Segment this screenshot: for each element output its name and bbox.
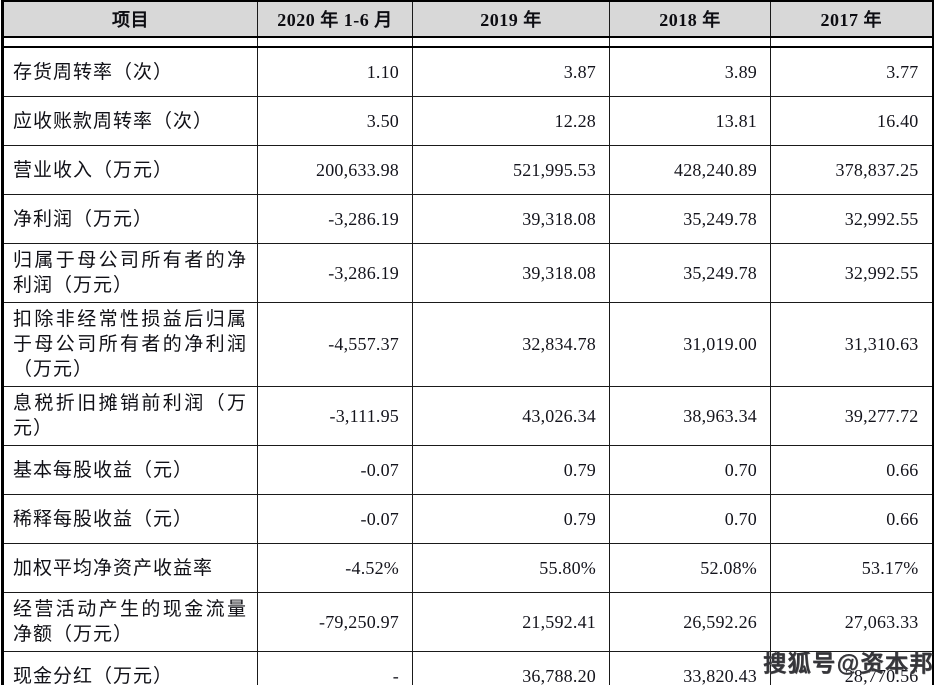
cell-value: - <box>257 651 413 685</box>
table-row: 应收账款周转率（次） 3.50 12.28 13.81 16.40 <box>2 96 933 146</box>
cell-value: 27,063.33 <box>770 592 933 652</box>
table-row: 扣除非经常性损益后归属于母公司所有者的净利润（万元） -4,557.37 32,… <box>2 302 933 387</box>
sliver-cell <box>257 37 413 48</box>
table-row: 经营活动产生的现金流量净额（万元） -79,250.97 21,592.41 2… <box>2 592 933 652</box>
cell-value: 55.80% <box>412 543 610 593</box>
cell-value: 21,592.41 <box>412 592 610 652</box>
cell-value: 13.81 <box>609 96 771 146</box>
table-row: 现金分红（万元） - 36,788.20 33,820.43 28,770.56 <box>2 651 933 685</box>
sliver-cell <box>2 37 258 48</box>
cell-value: 35,249.78 <box>609 194 771 244</box>
cell-value: 0.66 <box>770 494 933 544</box>
cell-value: 3.77 <box>770 46 933 97</box>
cell-value: 53.17% <box>770 543 933 593</box>
column-header-2018: 2018 年 <box>609 0 771 38</box>
cell-value: 43,026.34 <box>412 386 610 446</box>
table-row: 营业收入（万元） 200,633.98 521,995.53 428,240.8… <box>2 145 933 195</box>
cell-value: -0.07 <box>257 445 413 495</box>
cell-value: 0.70 <box>609 445 771 495</box>
cell-value: 52.08% <box>609 543 771 593</box>
cell-value: 16.40 <box>770 96 933 146</box>
cell-value: 428,240.89 <box>609 145 771 195</box>
cell-value: 521,995.53 <box>412 145 610 195</box>
cell-value: 12.28 <box>412 96 610 146</box>
cell-value: -0.07 <box>257 494 413 544</box>
table-row: 存货周转率（次） 1.10 3.87 3.89 3.77 <box>2 46 933 97</box>
cell-value: -3,286.19 <box>257 194 413 244</box>
row-label: 存货周转率（次） <box>2 46 258 97</box>
row-label: 基本每股收益（元） <box>2 445 258 495</box>
row-label: 稀释每股收益（元） <box>2 494 258 544</box>
cell-value: -4.52% <box>257 543 413 593</box>
cell-value: 32,992.55 <box>770 243 933 303</box>
sliver-cell <box>770 37 933 48</box>
cell-value: 32,834.78 <box>412 302 610 387</box>
table-row: 加权平均净资产收益率 -4.52% 55.80% 52.08% 53.17% <box>2 543 933 593</box>
row-label: 现金分红（万元） <box>2 651 258 685</box>
table-header-row: 项目 2020 年 1-6 月 2019 年 2018 年 2017 年 <box>2 0 933 38</box>
cell-value: 0.79 <box>412 445 610 495</box>
row-label: 加权平均净资产收益率 <box>2 543 258 593</box>
column-header-item: 项目 <box>2 0 258 38</box>
cell-value: -4,557.37 <box>257 302 413 387</box>
cell-value: 39,318.08 <box>412 243 610 303</box>
cell-value: 36,788.20 <box>412 651 610 685</box>
column-header-2017: 2017 年 <box>770 0 933 38</box>
cell-value: 35,249.78 <box>609 243 771 303</box>
cell-value: 28,770.56 <box>770 651 933 685</box>
column-header-2020h1: 2020 年 1-6 月 <box>257 0 413 38</box>
cell-value: 200,633.98 <box>257 145 413 195</box>
row-label: 净利润（万元） <box>2 194 258 244</box>
row-label: 扣除非经常性损益后归属于母公司所有者的净利润（万元） <box>2 302 258 387</box>
cell-value: 39,318.08 <box>412 194 610 244</box>
cell-value: 3.87 <box>412 46 610 97</box>
cell-value: 33,820.43 <box>609 651 771 685</box>
table-header: 项目 2020 年 1-6 月 2019 年 2018 年 2017 年 <box>2 0 933 38</box>
cell-value: 39,277.72 <box>770 386 933 446</box>
cell-value: 0.79 <box>412 494 610 544</box>
row-label: 营业收入（万元） <box>2 145 258 195</box>
cell-value: 26,592.26 <box>609 592 771 652</box>
cell-value: 3.89 <box>609 46 771 97</box>
cell-value: 1.10 <box>257 46 413 97</box>
sliver-cell <box>609 37 771 48</box>
table-row: 息税折旧摊销前利润（万元） -3,111.95 43,026.34 38,963… <box>2 386 933 446</box>
row-label: 经营活动产生的现金流量净额（万元） <box>2 592 258 652</box>
table-top-sliver-row <box>2 37 933 48</box>
table-row: 净利润（万元） -3,286.19 39,318.08 35,249.78 32… <box>2 194 933 244</box>
table-row: 基本每股收益（元） -0.07 0.79 0.70 0.66 <box>2 445 933 495</box>
watermark-sohu-capitalbang: 搜狐号@资本邦 <box>763 650 934 676</box>
cell-value: 32,992.55 <box>770 194 933 244</box>
cell-value: -3,111.95 <box>257 386 413 446</box>
cell-value: 31,310.63 <box>770 302 933 387</box>
cell-value: -3,286.19 <box>257 243 413 303</box>
cell-value: 0.66 <box>770 445 933 495</box>
row-label: 息税折旧摊销前利润（万元） <box>2 386 258 446</box>
table-row: 稀释每股收益（元） -0.07 0.79 0.70 0.66 <box>2 494 933 544</box>
cell-value: 378,837.25 <box>770 145 933 195</box>
cell-value: 38,963.34 <box>609 386 771 446</box>
table-row: 归属于母公司所有者的净利润（万元） -3,286.19 39,318.08 35… <box>2 243 933 303</box>
cell-value: 3.50 <box>257 96 413 146</box>
row-label: 归属于母公司所有者的净利润（万元） <box>2 243 258 303</box>
sliver-cell <box>412 37 610 48</box>
row-label: 应收账款周转率（次） <box>2 96 258 146</box>
table-body: 存货周转率（次） 1.10 3.87 3.89 3.77 应收账款周转率（次） … <box>2 46 933 685</box>
column-header-2019: 2019 年 <box>412 0 610 38</box>
cell-value: 0.70 <box>609 494 771 544</box>
cell-value: -79,250.97 <box>257 592 413 652</box>
cell-value: 31,019.00 <box>609 302 771 387</box>
